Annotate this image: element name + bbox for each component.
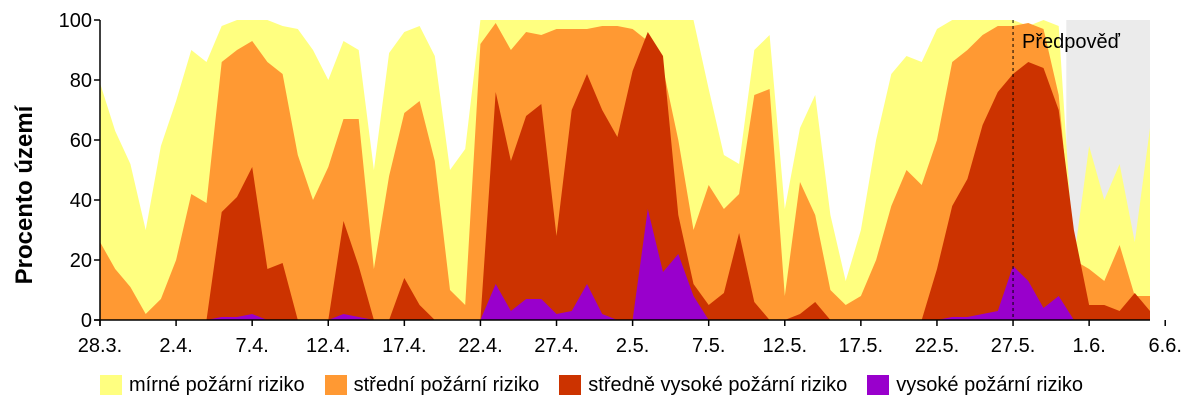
x-tick-label: 22.5. [915,335,959,357]
legend-label-mirne: mírné požární riziko [129,373,305,396]
x-tick-label: 27.4. [534,335,578,357]
x-tick-label: 22.4. [458,335,502,357]
legend-label-stredni: střední požární riziko [353,373,540,396]
y-tick-label: 100 [59,10,92,32]
x-tick-label: 2.5. [616,335,649,357]
legend-item-mirne: mírné požární riziko [100,374,305,397]
legend-item-stredni: střední požární riziko [324,373,540,397]
x-tick-label: 12.5. [763,335,807,357]
x-tick-label: 7.4. [235,335,268,357]
x-tick-label: 28.3. [78,335,122,357]
legend-swatch-vysoke [867,375,890,395]
x-tick-label: 6.6. [1149,335,1182,357]
fire-risk-area-chart: 0 20 40 60 80 100 28.3. 2.4. 7.4. 12.4. 17.4. 22.4.… [11,10,1182,357]
y-tick-label: 80 [70,70,92,92]
y-tick-label: 60 [70,130,92,152]
area-series-2 [100,32,1150,320]
x-tick-label: 1.6. [1072,335,1105,357]
legend-label-vysoke: vysoké požární riziko [896,373,1084,396]
x-tick-label: 7.5. [692,335,725,357]
y-axis-label: Procento území [11,104,38,284]
x-tick-label: 17.5. [839,335,883,357]
plot-area: 0 20 40 60 80 100 28.3. 2.4. 7.4. 12.4. 17.4. 22.4.… [59,10,1182,357]
x-tick-label: 17.4. [382,335,426,357]
forecast-label: Předpověď [1022,31,1121,53]
legend-label-stredne-vysoke: středně vysoké požární riziko [588,373,848,396]
x-tick-label: 2.4. [159,335,192,357]
legend-swatch-mirne [100,375,122,395]
y-tick-label: 40 [70,190,92,212]
x-tick-label: 12.4. [306,335,350,357]
legend-swatch-stredne-vysoke [559,375,582,395]
legend-swatch-stredni [324,375,347,395]
legend-item-vysoke: vysoké požární riziko [867,374,1083,397]
y-tick-label: 0 [81,310,92,332]
y-tick-label: 20 [70,250,92,272]
legend-item-stredne-vysoke: středně vysoké požární riziko [559,374,847,397]
area-series-3 [100,209,1150,320]
legend: mírné požární riziko střední požární riz… [100,370,1190,400]
x-tick-label: 27.5. [991,335,1035,357]
